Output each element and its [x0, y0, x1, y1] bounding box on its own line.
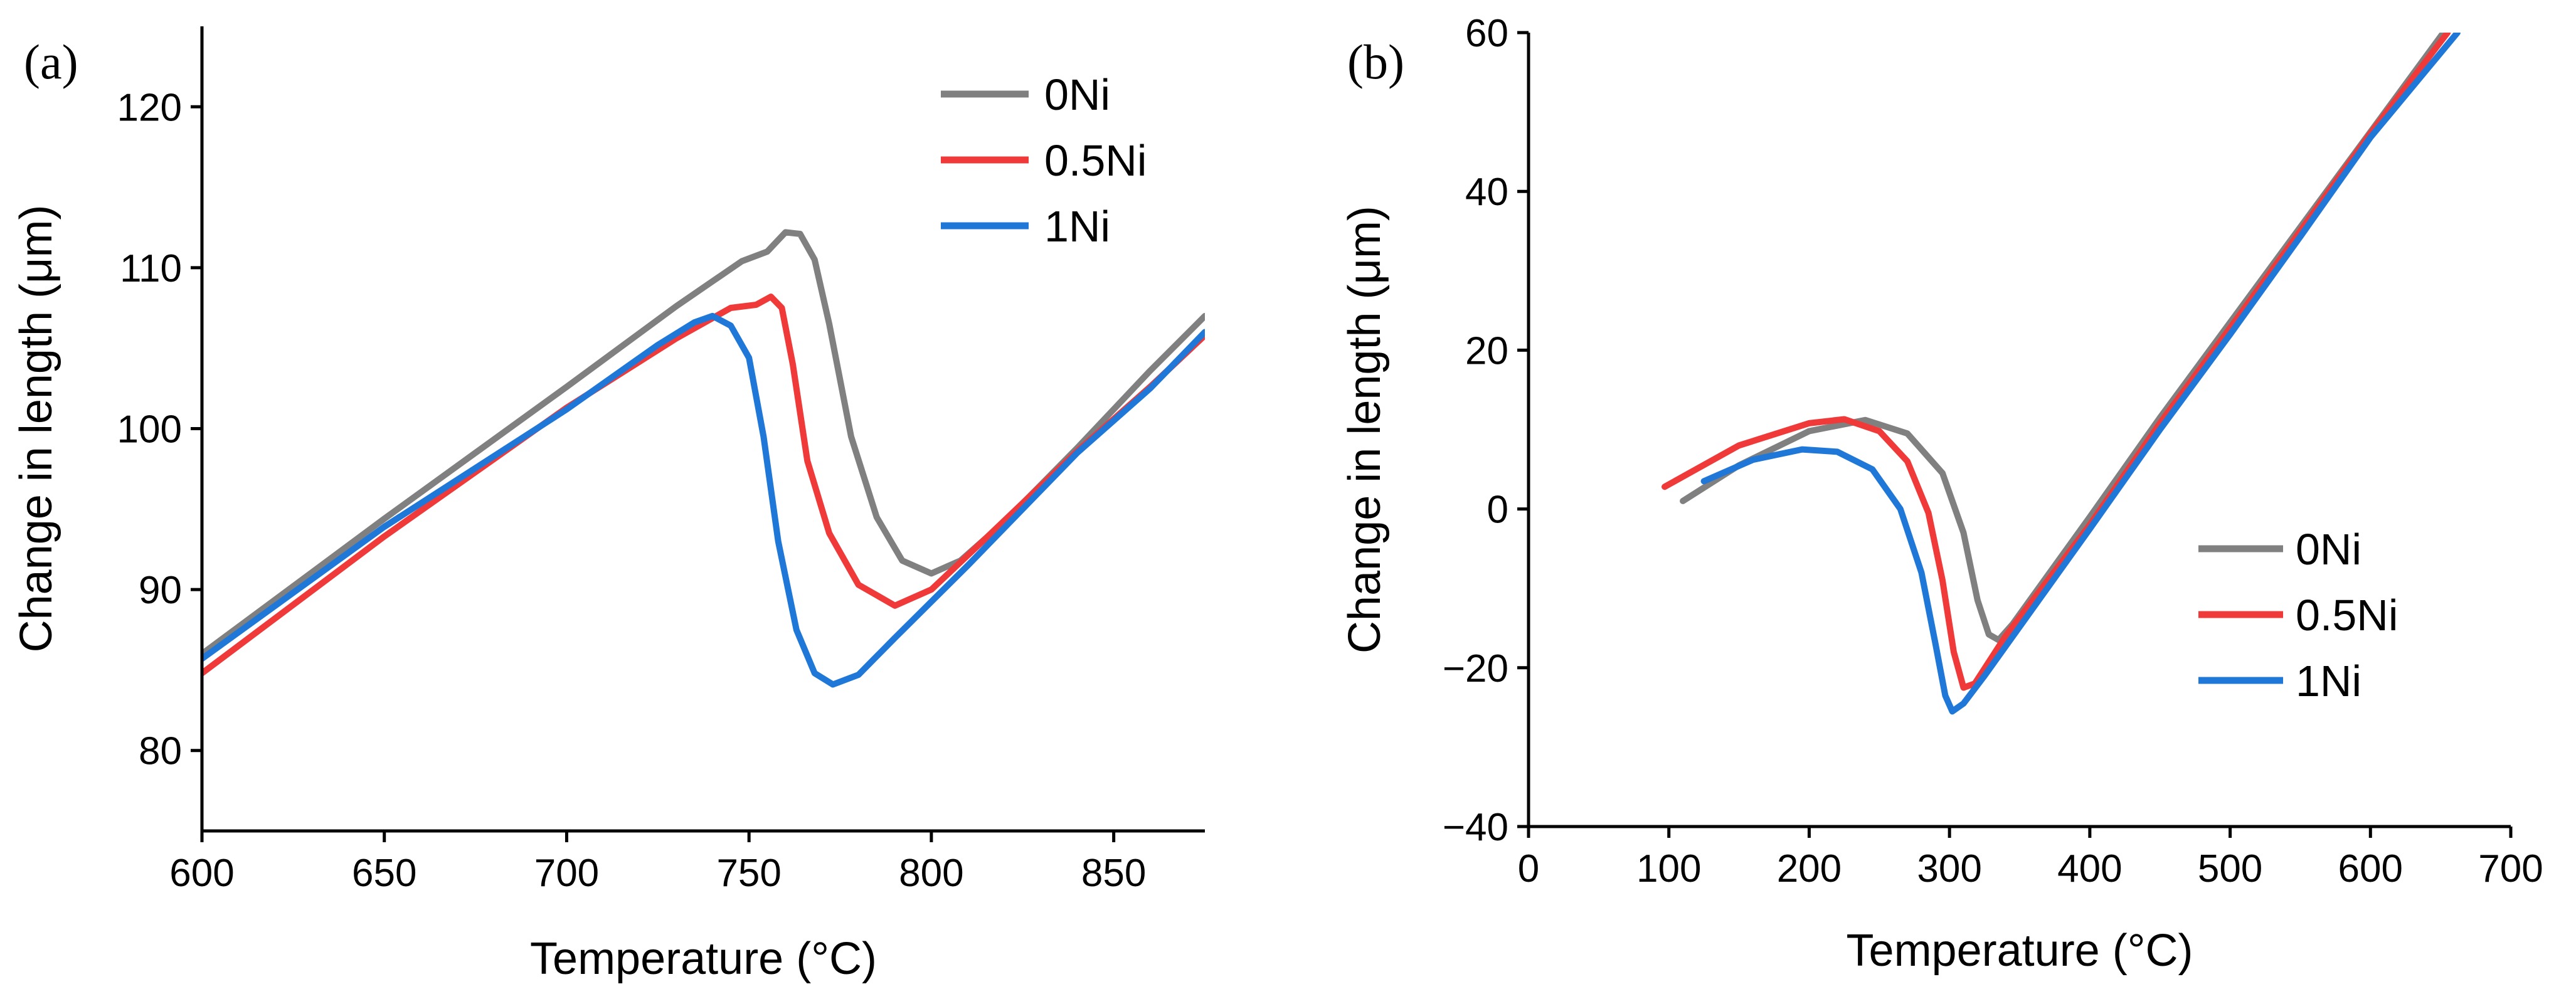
y-tick-label: 40 — [1465, 171, 1508, 214]
series-group — [202, 229, 1205, 688]
y-tick-label: 60 — [1465, 12, 1508, 55]
legend-label: 0Ni — [2296, 525, 2361, 574]
chart-panel-1: 0 100 200 300 400 500 600 700 −40 −20 0 20 40 60 Tempe… — [1340, 12, 2543, 976]
x-tick-label: 500 — [2198, 847, 2262, 891]
series-line-0-5ni — [202, 293, 1205, 677]
x-tick-label: 600 — [169, 852, 234, 895]
legend-label: 1Ni — [1044, 202, 1110, 251]
y-tick-label: 20 — [1465, 329, 1508, 373]
x-tick-label: 850 — [1081, 852, 1146, 895]
y-tick-label: −20 — [1443, 647, 1508, 690]
x-axis-title: Temperature (°C) — [530, 934, 877, 984]
y-tick-label: 80 — [139, 730, 182, 773]
y-tick-label: 110 — [120, 247, 182, 290]
x-axis-title: Temperature (°C) — [1847, 926, 2193, 976]
series-line-1ni — [202, 312, 1205, 688]
series-line-0ni — [202, 229, 1205, 657]
series-group — [1662, 33, 2461, 715]
y-tick-label: 100 — [117, 408, 182, 452]
x-tick-label: 200 — [1777, 847, 1842, 891]
series-line-1ni — [1700, 33, 2461, 715]
x-tick-label: 300 — [1917, 847, 1981, 891]
x-tick-label: 750 — [716, 852, 781, 895]
x-tick-label: 600 — [2338, 847, 2403, 891]
y-tick-label: 120 — [117, 86, 182, 129]
y-tick-label: 0 — [1487, 489, 1508, 532]
x-tick-label: 700 — [534, 852, 599, 895]
panel-label: (b) — [1347, 34, 1404, 89]
x-tick-label: 100 — [1636, 847, 1701, 891]
panel-label: (a) — [24, 34, 78, 89]
legend: 0Ni 0.5Ni 1Ni — [941, 70, 1147, 251]
legend-label: 1Ni — [2296, 657, 2361, 706]
legend-label: 0.5Ni — [2296, 591, 2398, 640]
y-axis-title: Change in length (μm) — [11, 205, 61, 653]
y-tick-label: −40 — [1443, 806, 1508, 849]
y-axis-title: Change in length (μm) — [1340, 206, 1390, 653]
x-tick-label: 650 — [352, 852, 416, 895]
legend-label: 0Ni — [1044, 70, 1110, 119]
legend-label: 0.5Ni — [1044, 136, 1147, 185]
legend: 0Ni 0.5Ni 1Ni — [2198, 525, 2398, 706]
x-tick-label: 700 — [2478, 847, 2543, 891]
x-tick-label: 800 — [899, 852, 963, 895]
x-tick-label: 400 — [2057, 847, 2122, 891]
y-tick-label: 90 — [139, 569, 182, 612]
series-line-0-5ni — [1662, 33, 2451, 691]
x-tick-label: 0 — [1518, 847, 1539, 891]
chart-panel-0: 600 650 700 750 800 850 80 90 100 110 120 Temperatu… — [11, 26, 1205, 984]
